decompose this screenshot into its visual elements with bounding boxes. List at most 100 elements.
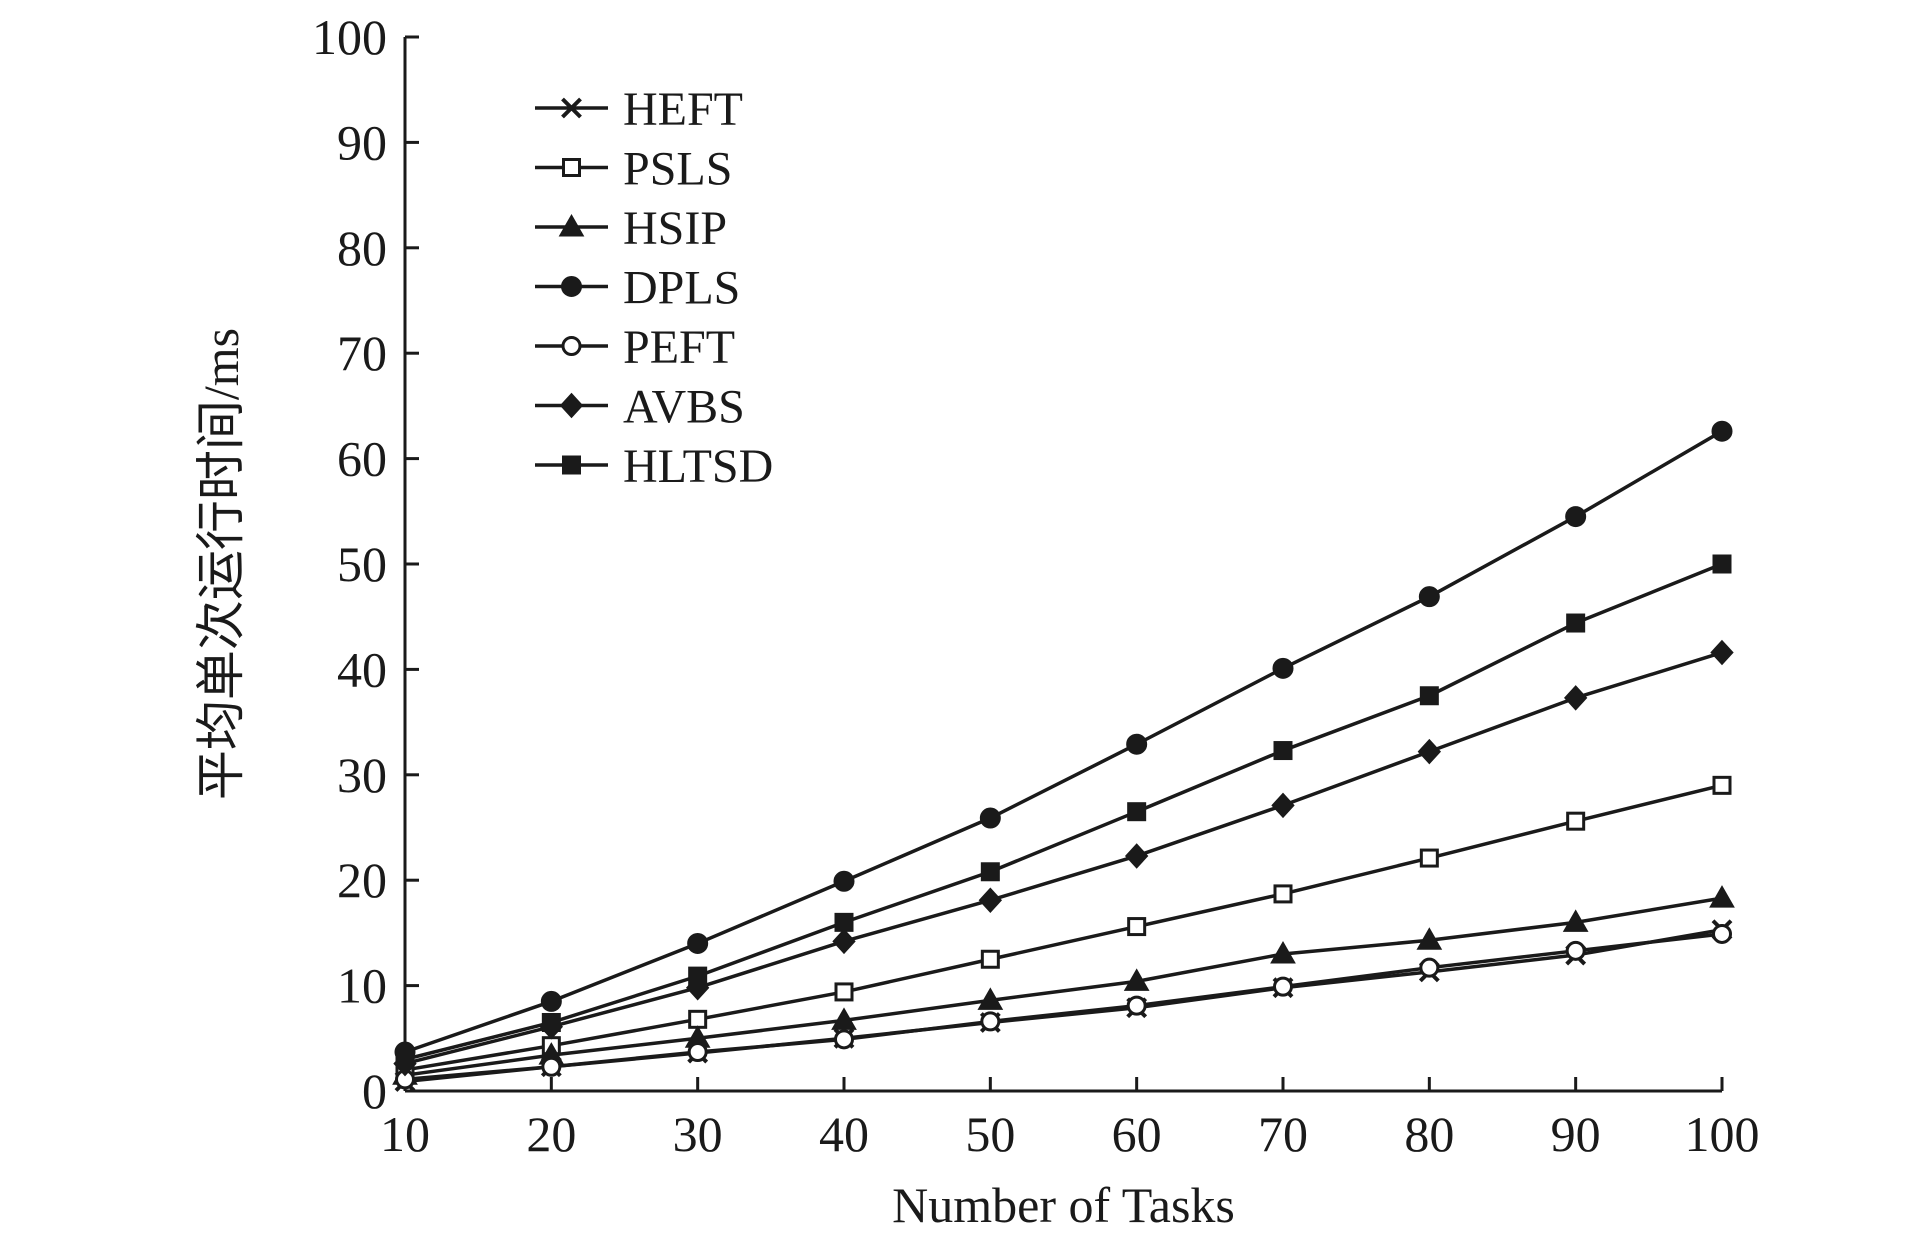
series-lines bbox=[392, 420, 1735, 1092]
x-tick-label: 100 bbox=[1685, 1106, 1760, 1162]
series-line-hsip bbox=[404, 896, 1723, 1077]
x-tick-label: 40 bbox=[819, 1106, 869, 1162]
legend-label-hltsd: HLTSD bbox=[623, 440, 773, 493]
data-point-hltsd bbox=[395, 1049, 415, 1069]
series-peft bbox=[395, 923, 1732, 1090]
data-point-avbs bbox=[1710, 639, 1734, 666]
series-line-hltsd bbox=[404, 562, 1723, 1062]
data-point-hsip bbox=[1270, 940, 1296, 964]
data-point-hltsd bbox=[1127, 802, 1147, 822]
series-dpls bbox=[394, 420, 1733, 1063]
data-point-hltsd bbox=[980, 862, 1000, 882]
y-tick-label: 0 bbox=[362, 1063, 387, 1119]
y-tick-label: 40 bbox=[337, 641, 387, 697]
data-point-avbs bbox=[978, 887, 1003, 913]
y-tick-label: 50 bbox=[337, 536, 387, 592]
data-point-psls bbox=[834, 982, 854, 1002]
legend-label-hsip: HSIP bbox=[623, 202, 727, 255]
y-tick-label: 20 bbox=[337, 852, 387, 908]
data-point-peft bbox=[1712, 923, 1732, 944]
legend-item-psls: PSLS bbox=[535, 143, 732, 196]
y-tick-label: 70 bbox=[337, 325, 387, 381]
data-point-avbs bbox=[1271, 792, 1295, 819]
legend-item-hltsd: HLTSD bbox=[535, 440, 773, 493]
x-tick-label: 90 bbox=[1551, 1106, 1601, 1162]
data-point-peft bbox=[687, 1042, 708, 1063]
x-tick-label: 20 bbox=[526, 1106, 576, 1162]
legend-item-heft: HEFT bbox=[535, 83, 743, 136]
data-point-avbs bbox=[1563, 685, 1588, 711]
x-tick-label: 50 bbox=[965, 1106, 1015, 1162]
data-point-dpls bbox=[1418, 586, 1440, 608]
data-point-psls bbox=[1566, 811, 1586, 831]
series-line-peft bbox=[404, 932, 1723, 1082]
legend-marker-peft bbox=[561, 336, 582, 356]
x-axis-title: Number of Tasks bbox=[892, 1177, 1235, 1228]
series-heft bbox=[394, 919, 1733, 1092]
data-point-hltsd bbox=[1566, 613, 1586, 633]
data-point-psls bbox=[1712, 775, 1732, 795]
data-point-hsip bbox=[1562, 909, 1589, 932]
data-point-peft bbox=[1565, 940, 1586, 961]
data-point-psls bbox=[1419, 848, 1439, 868]
x-tick-label: 30 bbox=[673, 1106, 723, 1162]
legend-label-psls: PSLS bbox=[623, 143, 732, 196]
data-point-hltsd bbox=[688, 966, 708, 986]
legend-marker-hltsd bbox=[562, 455, 581, 475]
x-tick-label: 60 bbox=[1112, 1106, 1162, 1162]
y-axis-title: 平均单次运行时间/ms bbox=[193, 328, 249, 800]
data-point-peft bbox=[1273, 976, 1293, 997]
data-point-peft bbox=[1126, 995, 1147, 1016]
data-point-dpls bbox=[540, 990, 562, 1012]
data-point-peft bbox=[541, 1056, 562, 1077]
data-point-hltsd bbox=[1712, 554, 1732, 574]
data-point-peft bbox=[980, 1011, 1001, 1032]
data-point-hltsd bbox=[834, 912, 854, 932]
legend-marker-avbs bbox=[559, 392, 584, 419]
data-point-hltsd bbox=[541, 1012, 561, 1032]
data-point-hltsd bbox=[1419, 686, 1439, 706]
data-point-hsip bbox=[1123, 968, 1150, 991]
series-hsip bbox=[392, 885, 1735, 1085]
legend-item-dpls: DPLS bbox=[535, 262, 740, 315]
y-tick-label: 90 bbox=[337, 114, 387, 170]
legend-label-avbs: AVBS bbox=[623, 381, 745, 434]
legend-item-avbs: AVBS bbox=[535, 381, 745, 434]
y-tick-label: 60 bbox=[337, 431, 387, 487]
legend-marker-psls bbox=[562, 158, 581, 177]
legend-item-hsip: HSIP bbox=[535, 202, 727, 255]
y-tick-label: 30 bbox=[337, 747, 387, 803]
data-point-peft bbox=[1419, 957, 1440, 978]
x-tick-label: 80 bbox=[1404, 1106, 1454, 1162]
data-point-hsip bbox=[977, 987, 1004, 1010]
data-point-avbs bbox=[1124, 843, 1149, 869]
series-line-dpls bbox=[404, 429, 1723, 1054]
data-point-psls bbox=[980, 949, 1000, 969]
legend-label-dpls: DPLS bbox=[623, 262, 740, 315]
series-line-psls bbox=[404, 783, 1723, 1072]
series-line-avbs bbox=[404, 650, 1723, 1066]
data-point-dpls bbox=[1565, 506, 1587, 528]
series-hltsd bbox=[395, 554, 1732, 1069]
data-point-hsip bbox=[1416, 927, 1443, 950]
y-tick-label: 80 bbox=[337, 220, 387, 276]
legend-label-peft: PEFT bbox=[623, 321, 735, 374]
y-tick-label: 100 bbox=[312, 9, 387, 65]
x-tick-label: 70 bbox=[1258, 1106, 1308, 1162]
data-point-hltsd bbox=[1273, 741, 1293, 761]
data-point-avbs bbox=[1417, 738, 1442, 765]
legend-item-peft: PEFT bbox=[535, 321, 735, 374]
data-point-dpls bbox=[1272, 657, 1294, 679]
data-point-peft bbox=[834, 1029, 854, 1050]
data-point-psls bbox=[1273, 884, 1293, 904]
data-point-dpls bbox=[1126, 733, 1148, 755]
data-point-psls bbox=[688, 1009, 708, 1029]
data-point-dpls bbox=[687, 932, 709, 954]
y-tick-label: 10 bbox=[337, 958, 387, 1014]
x-tick-label: 10 bbox=[380, 1106, 430, 1162]
legend-label-heft: HEFT bbox=[623, 83, 743, 136]
legend-marker-hsip bbox=[558, 213, 585, 237]
